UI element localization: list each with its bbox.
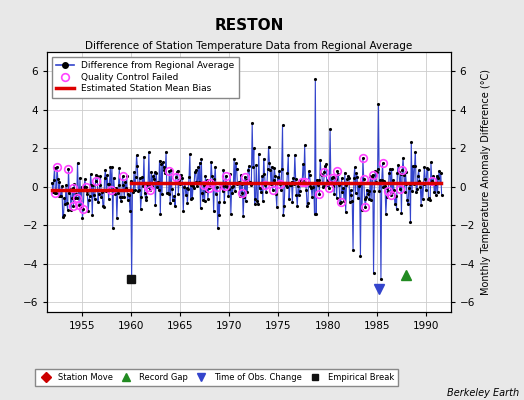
Y-axis label: Monthly Temperature Anomaly Difference (°C): Monthly Temperature Anomaly Difference (… bbox=[481, 69, 490, 295]
Legend: Station Move, Record Gap, Time of Obs. Change, Empirical Break: Station Move, Record Gap, Time of Obs. C… bbox=[35, 368, 398, 386]
Text: Berkeley Earth: Berkeley Earth bbox=[446, 388, 519, 398]
Title: Difference of Station Temperature Data from Regional Average: Difference of Station Temperature Data f… bbox=[85, 41, 412, 51]
Text: RESTON: RESTON bbox=[214, 18, 283, 33]
